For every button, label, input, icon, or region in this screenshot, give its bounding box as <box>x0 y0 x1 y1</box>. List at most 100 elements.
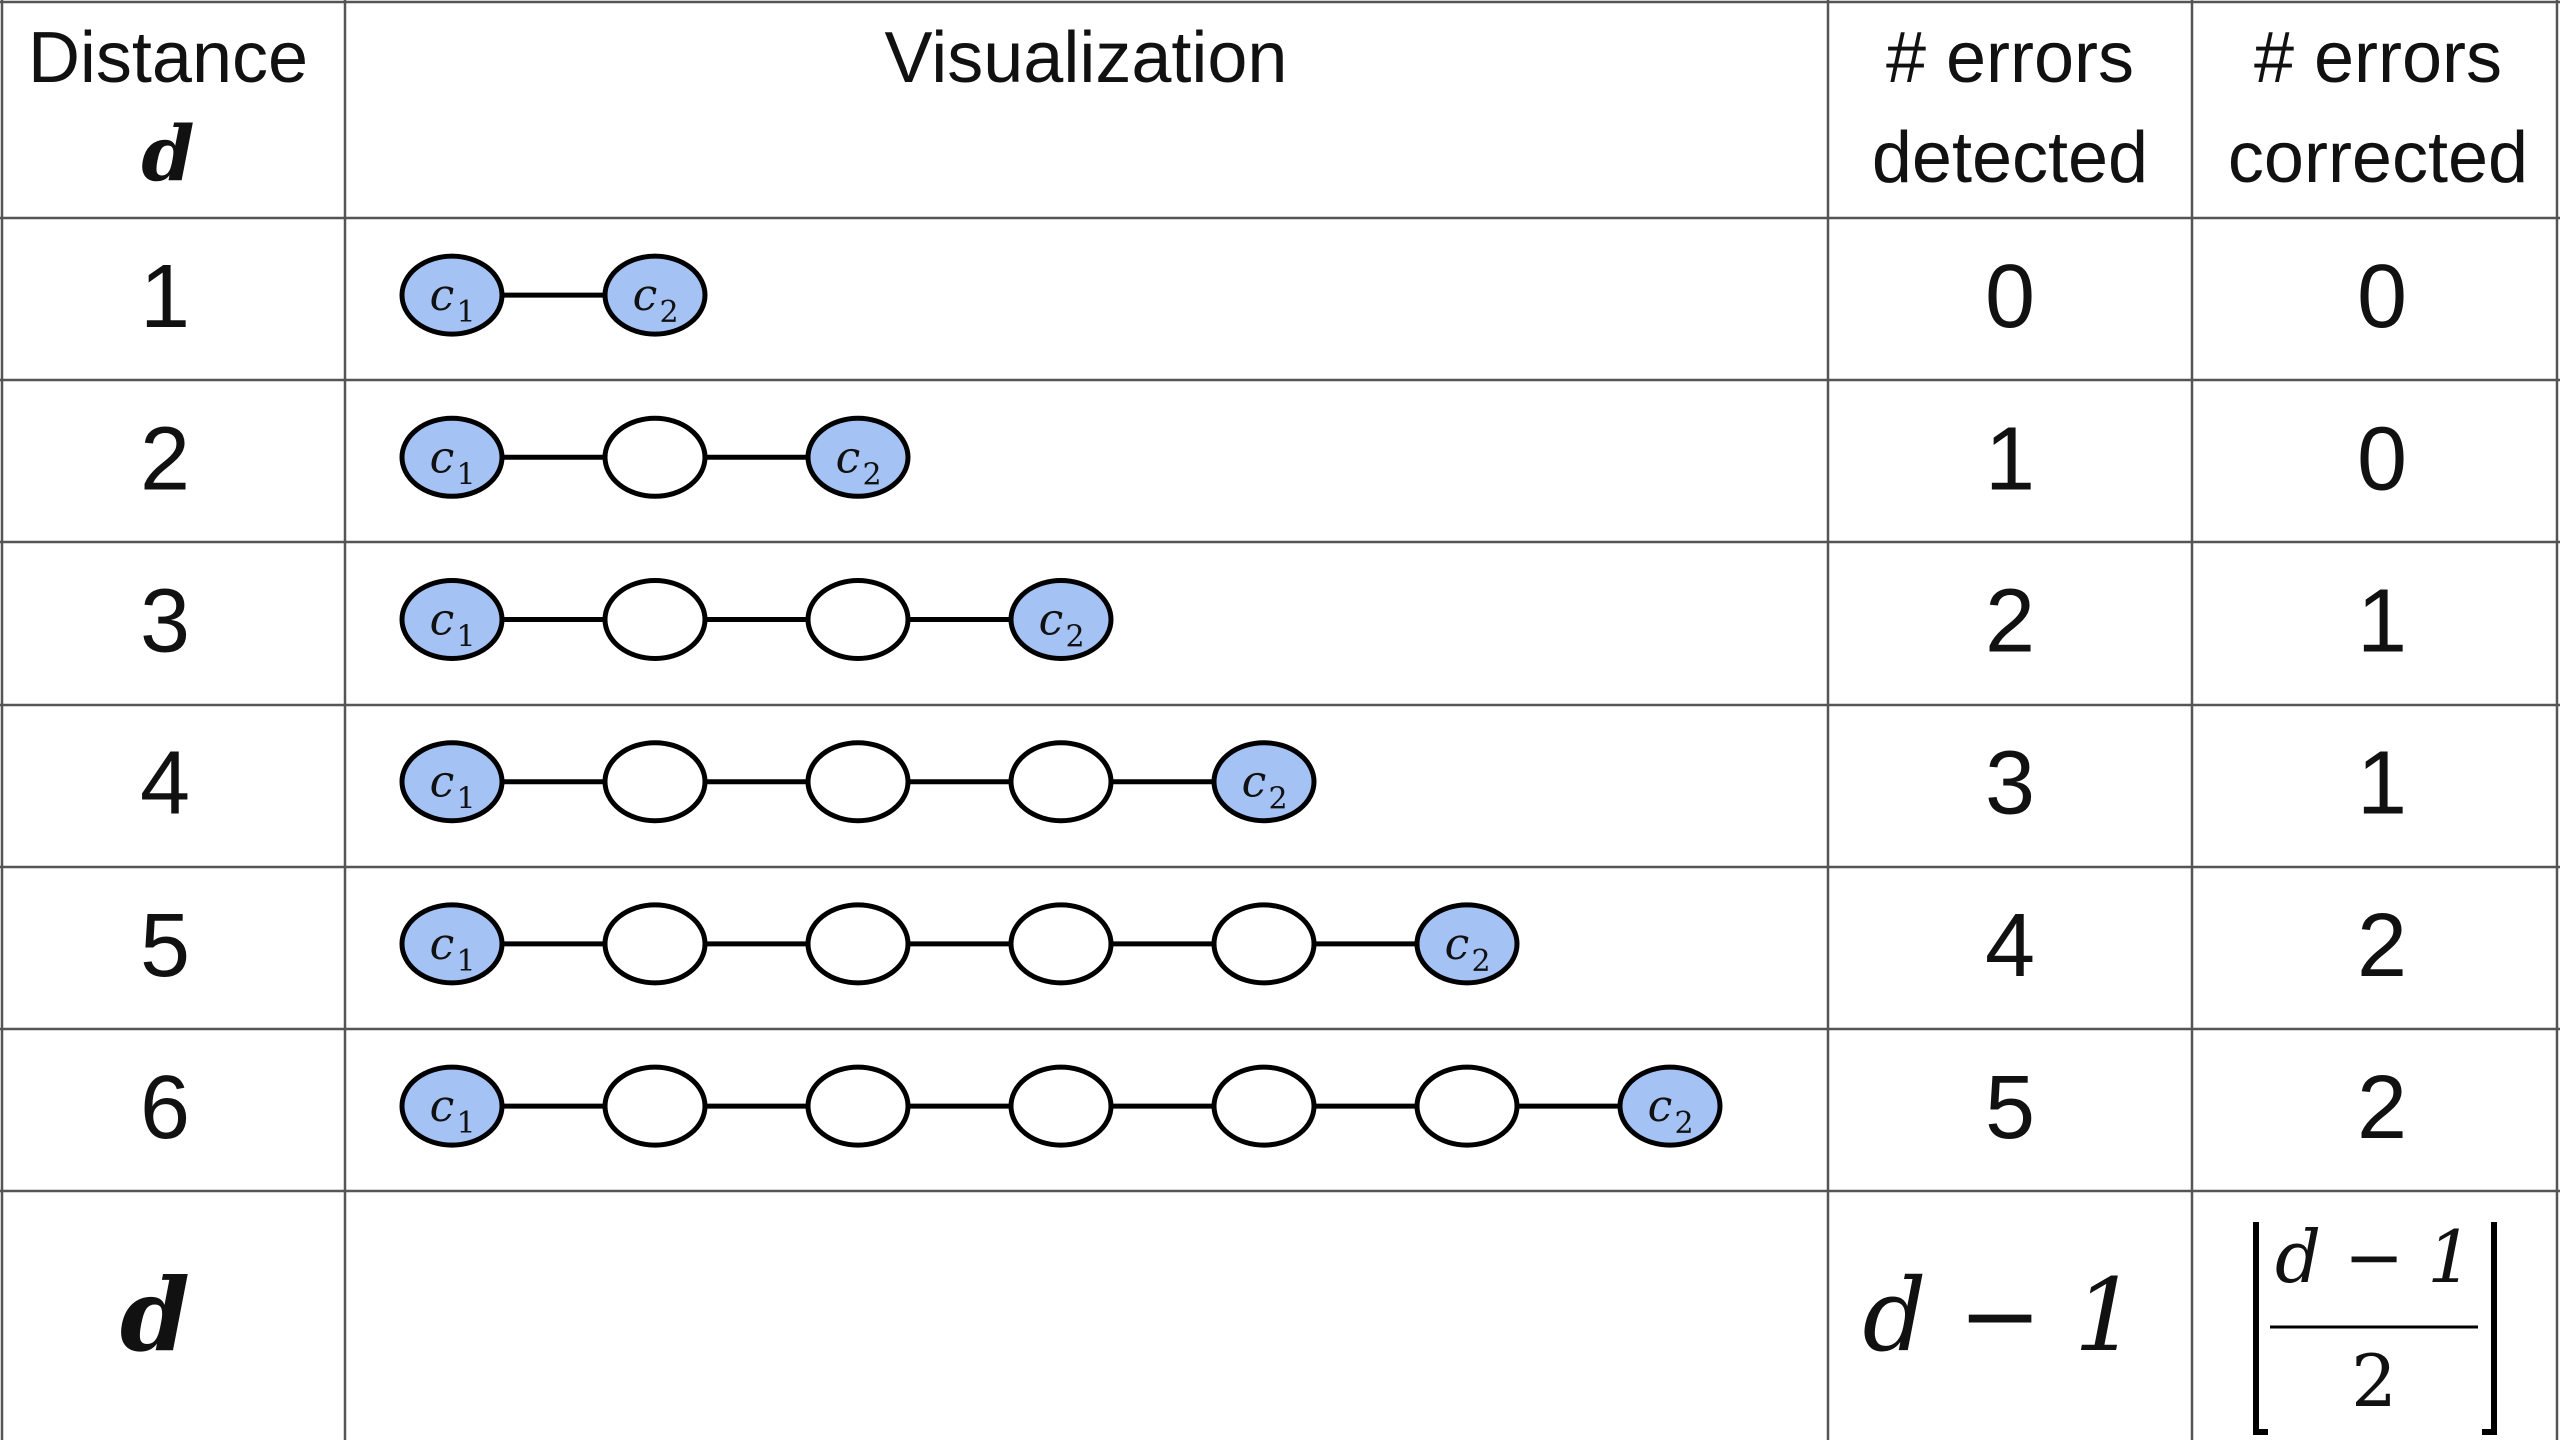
intermediate-node <box>1211 902 1317 986</box>
header-detected-line1: # errors <box>1886 18 2134 98</box>
corrected-value: 0 <box>2357 409 2407 509</box>
intermediate-node <box>805 740 911 824</box>
node-ellipse <box>602 253 708 337</box>
header-corrected-line2: corrected <box>2228 118 2528 198</box>
distance-value: 4 <box>140 734 190 834</box>
intermediate-node <box>1008 740 1114 824</box>
table-row: 4 3 1c 1 c 2 <box>140 734 2407 834</box>
node-ellipse <box>1008 740 1114 824</box>
header-corrected-line1: # errors <box>2254 18 2502 98</box>
node-ellipse <box>602 578 708 661</box>
node-label-subscript: 2 <box>1268 782 1287 817</box>
node-label-subscript: 1 <box>456 457 475 492</box>
node-label-subscript: 2 <box>862 457 881 492</box>
table-header: Distance d Visualization # errors detect… <box>28 18 2528 198</box>
node-ellipse <box>805 578 911 661</box>
header-detected-line2: detected <box>1872 118 2148 198</box>
intermediate-node <box>602 740 708 824</box>
node-label: c <box>430 919 455 970</box>
node-label: c <box>1242 757 1267 808</box>
node-label-subscript: 1 <box>456 620 475 655</box>
node-ellipse <box>1211 1064 1317 1148</box>
intermediate-node <box>1008 902 1114 986</box>
node-label-subscript: 2 <box>1471 944 1490 979</box>
detected-value: 5 <box>1985 1058 2035 1158</box>
header-distance-variable: d <box>141 109 194 198</box>
table-row: 6 5 2 c 1 c 2 <box>140 1058 2407 1158</box>
table-row: 2 1 0c 1 c 2 <box>140 409 2407 509</box>
node-label: c <box>1648 1081 1673 1132</box>
intermediate-node <box>805 902 911 986</box>
detected-value: 3 <box>1985 734 2035 834</box>
node-ellipse <box>805 740 911 824</box>
node-label: c <box>430 270 455 321</box>
detected-value: 0 <box>1985 247 2035 347</box>
node-ellipse <box>602 740 708 824</box>
detected-value: 2 <box>1985 572 2035 672</box>
node-ellipse <box>399 578 505 661</box>
node-ellipse <box>1414 1064 1520 1148</box>
node-label-subscript: 1 <box>456 944 475 979</box>
floor-numerator: d − 1 <box>2275 1215 2473 1299</box>
corrected-value: 2 <box>2357 896 2407 996</box>
floor-denominator: 2 <box>2351 1339 2397 1423</box>
node-label: c <box>1445 919 1470 970</box>
node-label: c <box>430 1081 455 1132</box>
intermediate-node <box>1008 1064 1114 1148</box>
intermediate-node <box>602 1064 708 1148</box>
node-ellipse <box>399 253 505 337</box>
table-row: 3 2 1c 1 c 2 <box>140 572 2407 672</box>
node-ellipse <box>399 902 505 986</box>
general-distance: d <box>120 1256 190 1374</box>
header-distance-label: Distance <box>28 18 308 98</box>
corrected-value: 1 <box>2357 734 2407 834</box>
distance-value: 1 <box>140 247 190 347</box>
floor-bracket-left <box>2253 1222 2268 1435</box>
corrected-value: 2 <box>2357 1058 2407 1158</box>
corrected-value: 0 <box>2357 247 2407 347</box>
node-ellipse <box>805 902 911 986</box>
detected-value: 4 <box>1985 896 2035 996</box>
node-ellipse <box>1008 578 1114 661</box>
node-ellipse <box>1008 902 1114 986</box>
node-ellipse <box>602 902 708 986</box>
header-visualization: Visualization <box>885 18 1288 98</box>
node-label: c <box>633 270 658 321</box>
node-ellipse <box>399 415 505 499</box>
node-label: c <box>430 432 455 483</box>
node-label: c <box>430 595 455 646</box>
general-corrected-formula: d − 1 2 <box>2253 1215 2497 1435</box>
node-label-subscript: 1 <box>456 295 475 330</box>
node-ellipse <box>602 415 708 499</box>
intermediate-node <box>1414 1064 1520 1148</box>
node-label: c <box>430 757 455 808</box>
distance-value: 5 <box>140 896 190 996</box>
intermediate-node <box>805 1064 911 1148</box>
table-row: 5 4 2c 1 c 2 <box>140 896 2407 996</box>
node-ellipse <box>805 1064 911 1148</box>
detected-value: 1 <box>1985 409 2035 509</box>
node-ellipse <box>602 1064 708 1148</box>
node-ellipse <box>1211 902 1317 986</box>
distance-value: 6 <box>140 1058 190 1158</box>
node-label-subscript: 1 <box>456 782 475 817</box>
node-ellipse <box>1414 902 1520 986</box>
general-row: d d − 1 d − 1 2 <box>120 1215 2497 1435</box>
intermediate-node <box>1211 1064 1317 1148</box>
node-ellipse <box>805 415 911 499</box>
